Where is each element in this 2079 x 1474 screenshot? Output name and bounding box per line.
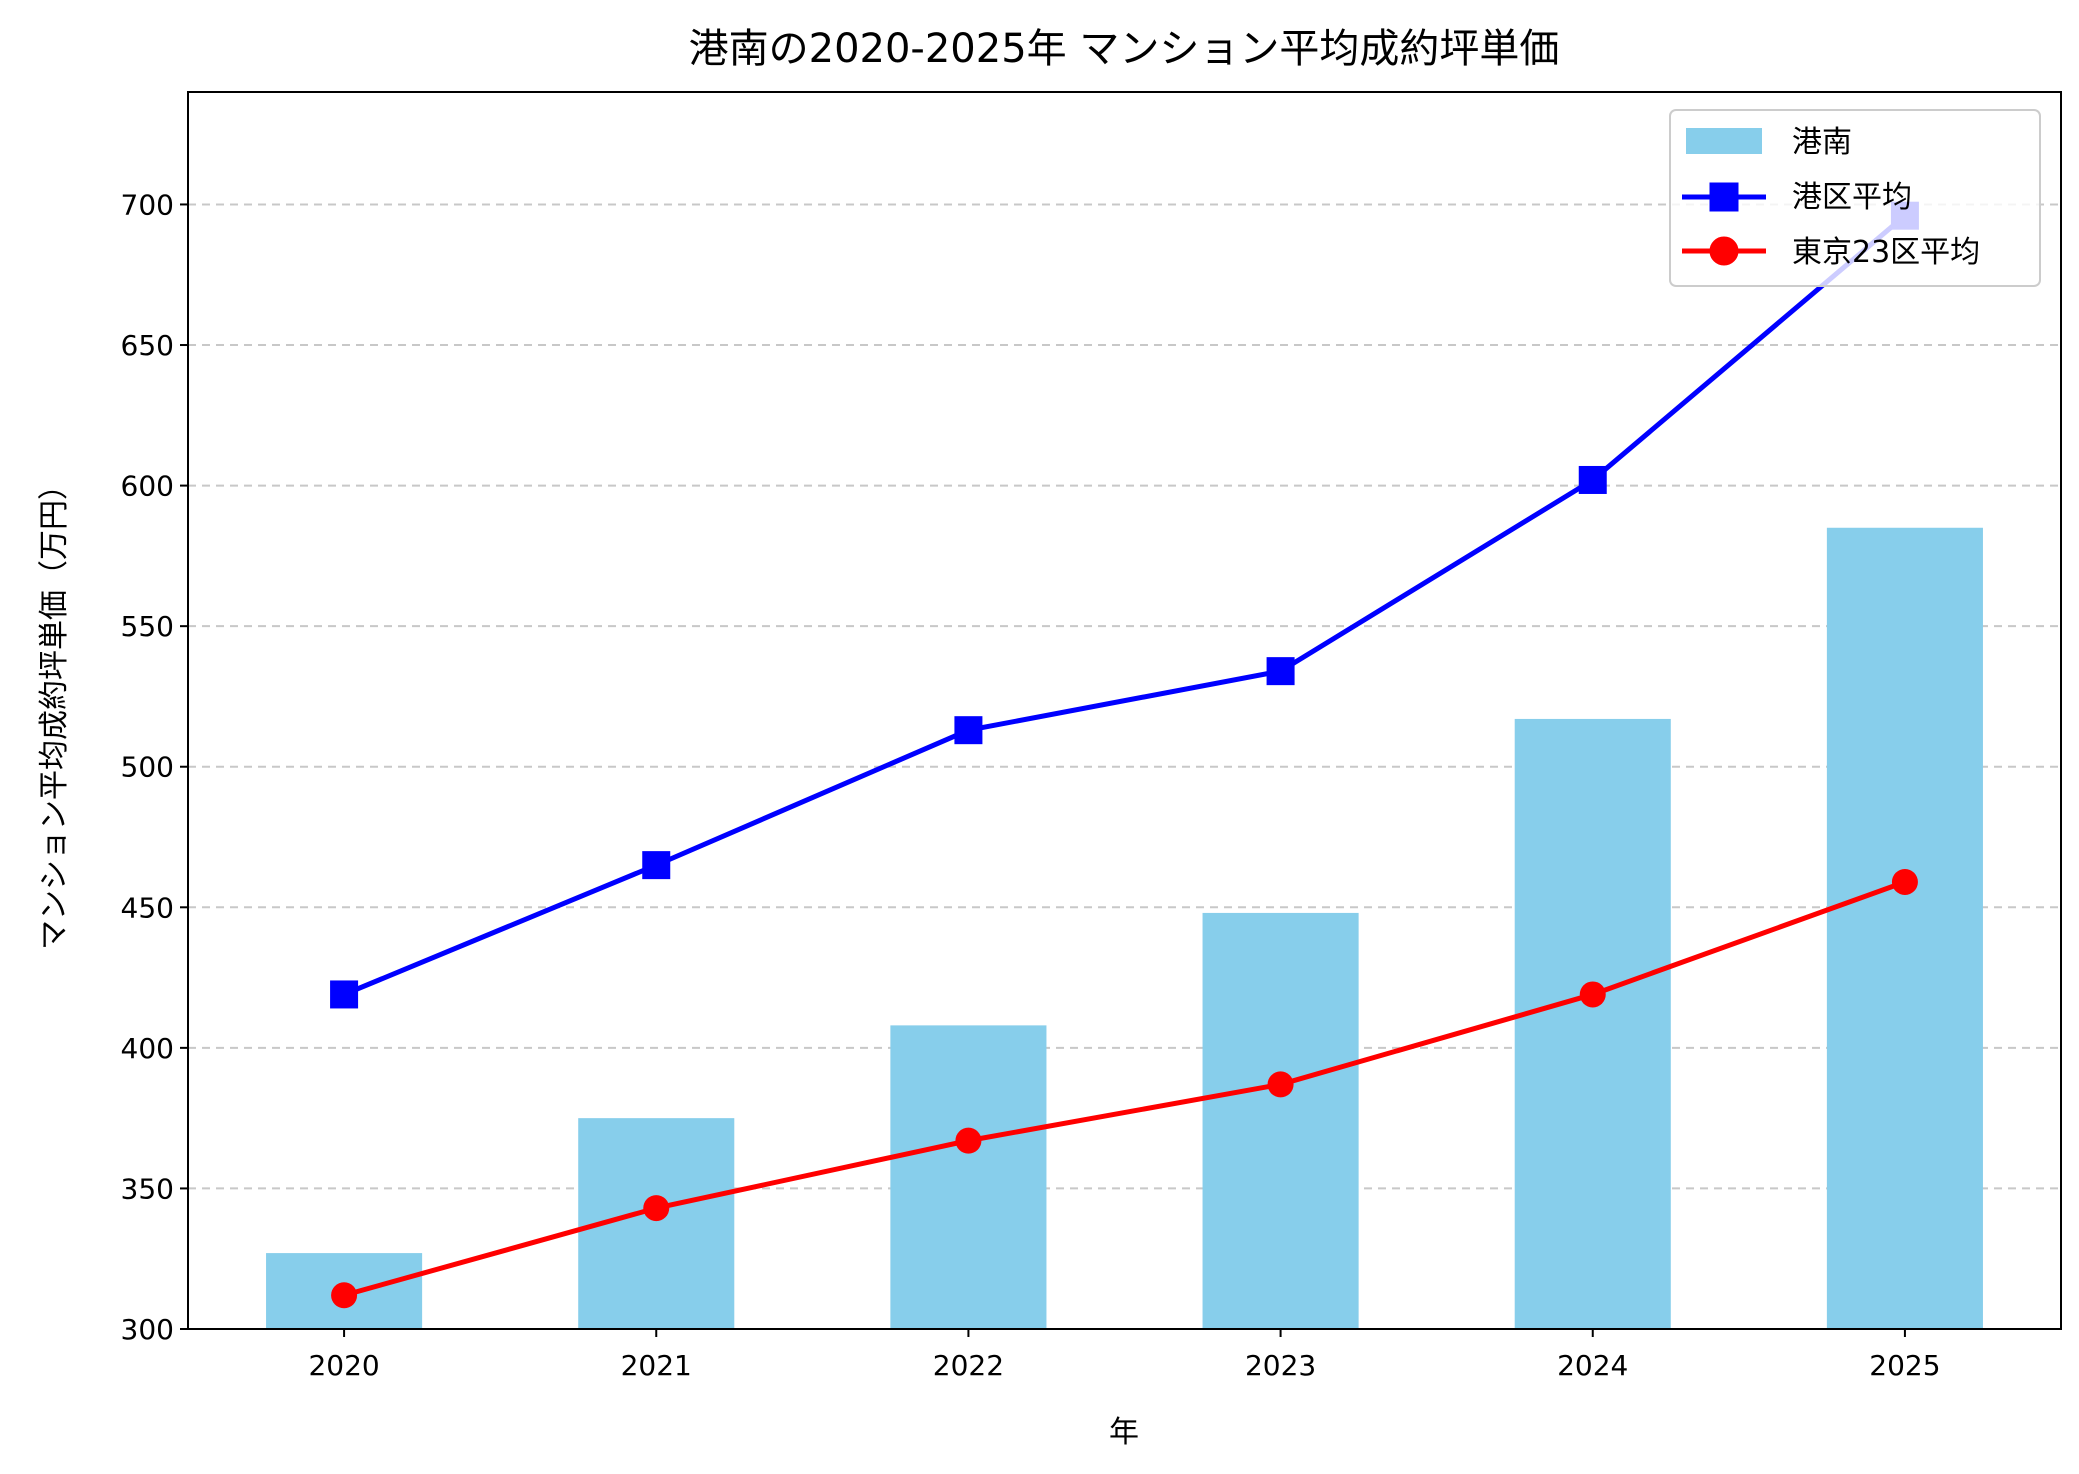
x-axis: 2020 2021 2022 2023 2024 2025 [308,1329,1941,1382]
grid [188,203,2061,1190]
legend-swatch-bar [1686,128,1762,154]
legend-label-konan: 港南 [1792,125,1852,160]
point-marker-2023 [1266,657,1295,686]
series-line-2 [343,879,1906,1298]
y-tick-label: 350 [121,1172,174,1205]
series-line-1 [343,213,1907,997]
point-marker-2020 [330,980,359,1009]
point-marker-2021 [643,1195,670,1222]
point-marker-2020 [331,1282,358,1309]
y-tick-label: 600 [121,470,174,503]
legend: 港南 港区平均 東京23区平均 [1669,109,2041,287]
x-tick-label: 2024 [1557,1349,1628,1382]
bar-2024 [1514,718,1671,1329]
y-axis: 300 350 400 450 500 550 600 650 700 [121,188,188,1346]
point-marker-2022 [954,716,983,745]
x-tick-label: 2023 [1245,1349,1316,1382]
plot-frame [187,91,2062,1330]
y-tick-label: 300 [121,1313,174,1346]
bar-2022 [890,1025,1047,1329]
bar-2025 [1826,527,1983,1329]
y-tick-label: 500 [121,751,174,784]
y-axis-label: マンション平均成約坪単価（万円） [37,470,72,950]
x-axis-label: 年 [1109,1415,1139,1450]
legend-label-tokyo23-avg: 東京23区平均 [1792,235,1980,270]
x-tick-label: 2021 [621,1349,692,1382]
x-tick-label: 2025 [1869,1349,1940,1382]
point-marker-2021 [642,851,671,880]
lines [330,201,1919,1309]
y-tick-label: 400 [121,1032,174,1065]
legend-box [1669,109,2041,287]
x-tick-label: 2020 [308,1349,379,1382]
point-marker-2022 [955,1127,982,1154]
x-tick-label: 2022 [933,1349,1004,1382]
y-tick-label: 550 [121,610,174,643]
point-marker-2023 [1267,1071,1294,1098]
bar-2023 [1202,912,1359,1329]
y-tick-label: 650 [121,329,174,362]
legend-marker-square [1709,182,1739,212]
legend-marker-circle [1709,236,1739,266]
point-marker-2024 [1579,981,1606,1008]
y-tick-label: 700 [121,188,174,221]
legend-label-minato-avg: 港区平均 [1792,180,1912,215]
chart-title: 港南の2020-2025年 マンション平均成約坪単価 [689,26,1560,72]
point-marker-2024 [1578,465,1607,494]
y-tick-label: 450 [121,891,174,924]
point-marker-2025 [1891,868,1918,895]
bars [266,527,1983,1329]
